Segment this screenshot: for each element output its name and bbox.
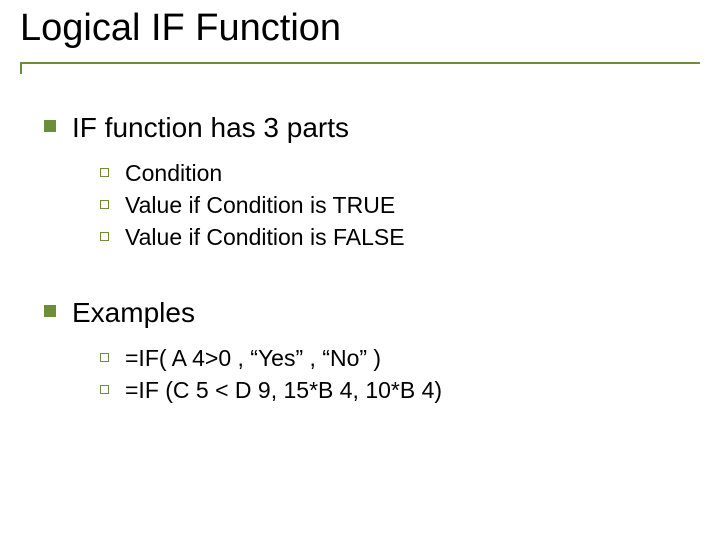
- body-area: IF function has 3 parts Condition Value …: [44, 110, 690, 435]
- bullet-level2: Value if Condition is FALSE: [100, 223, 690, 253]
- bullet-level1: IF function has 3 parts: [44, 110, 690, 145]
- hollow-square-bullet-icon: [100, 232, 109, 241]
- sub-bullet-text: Value if Condition is FALSE: [125, 223, 405, 253]
- sub-bullet-text: =IF (C 5 < D 9, 15*B 4, 10*B 4): [125, 376, 442, 406]
- bullet-level2: Condition: [100, 159, 690, 189]
- bullet-level1: Examples: [44, 295, 690, 330]
- sub-bullet-text: Value if Condition is TRUE: [125, 191, 395, 221]
- sub-bullet-text: =IF( A 4>0 , “Yes” , “No” ): [125, 344, 381, 374]
- slide: Logical IF Function IF function has 3 pa…: [0, 0, 720, 540]
- square-bullet-icon: [44, 120, 56, 132]
- bullet-level2: =IF (C 5 < D 9, 15*B 4, 10*B 4): [100, 376, 690, 406]
- title-underline-tick: [20, 64, 22, 74]
- title-area: Logical IF Function: [20, 8, 700, 64]
- slide-title: Logical IF Function: [20, 8, 700, 56]
- square-bullet-icon: [44, 305, 56, 317]
- section-heading: IF function has 3 parts: [72, 110, 349, 145]
- sub-bullet-group: Condition Value if Condition is TRUE Val…: [100, 159, 690, 253]
- sub-bullet-text: Condition: [125, 159, 222, 189]
- bullet-level2: Value if Condition is TRUE: [100, 191, 690, 221]
- bullet-level2: =IF( A 4>0 , “Yes” , “No” ): [100, 344, 690, 374]
- sub-bullet-group: =IF( A 4>0 , “Yes” , “No” ) =IF (C 5 < D…: [100, 344, 690, 406]
- section-heading: Examples: [72, 295, 195, 330]
- title-underline: [20, 62, 700, 64]
- hollow-square-bullet-icon: [100, 353, 109, 362]
- hollow-square-bullet-icon: [100, 200, 109, 209]
- hollow-square-bullet-icon: [100, 168, 109, 177]
- spacer: [44, 283, 690, 295]
- hollow-square-bullet-icon: [100, 385, 109, 394]
